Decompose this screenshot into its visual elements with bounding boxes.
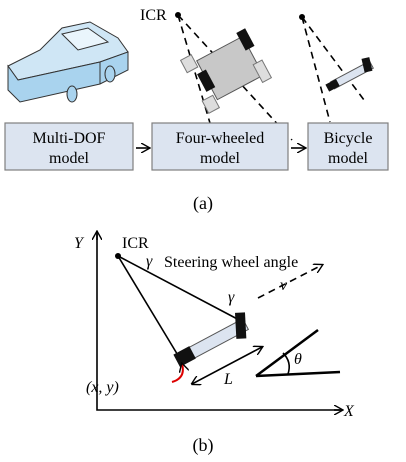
position-label: (x, y) [86, 379, 119, 396]
box-label: model [328, 150, 369, 167]
caption: (a) [193, 193, 213, 214]
box-label: Bicycle [324, 130, 373, 147]
four-wheeled-icon [181, 26, 273, 113]
length-label: L [223, 371, 233, 388]
box-label: model [200, 150, 241, 167]
caption: (b) [193, 435, 214, 456]
box-label: Multi-DOF [33, 130, 106, 147]
icr-label: ICR [122, 235, 149, 252]
position-arrow [172, 364, 183, 382]
car-icon [8, 22, 128, 102]
dashed-line [302, 17, 330, 122]
gamma-label: γ [146, 253, 153, 270]
line [118, 256, 182, 362]
bicycle-icon [323, 55, 376, 93]
theta-label: θ [294, 351, 302, 368]
y-axis-label: Y [74, 235, 85, 252]
heading-ref [256, 372, 340, 376]
box-label: model [49, 150, 90, 167]
bicycle-body [170, 309, 256, 373]
box-label: Four-wheeled [176, 130, 265, 147]
heading-line [256, 330, 318, 376]
velocity-label: v [280, 277, 288, 294]
gamma-wheel-label: γ [228, 289, 235, 306]
diagram: ICR Multi-DOF model Four-wheeled model B… [0, 0, 406, 462]
x-axis-label: X [343, 403, 355, 420]
steering-label: Steering wheel angle [164, 254, 298, 271]
icr-label: ICR [140, 7, 167, 24]
